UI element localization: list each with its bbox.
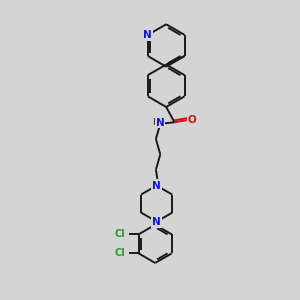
Text: N: N — [143, 30, 152, 40]
Text: O: O — [188, 115, 197, 125]
Text: Cl: Cl — [114, 229, 125, 239]
Text: H: H — [152, 118, 158, 127]
Text: N: N — [152, 181, 161, 190]
Text: N: N — [152, 217, 161, 226]
Text: Cl: Cl — [114, 248, 125, 258]
Text: N: N — [156, 118, 164, 128]
